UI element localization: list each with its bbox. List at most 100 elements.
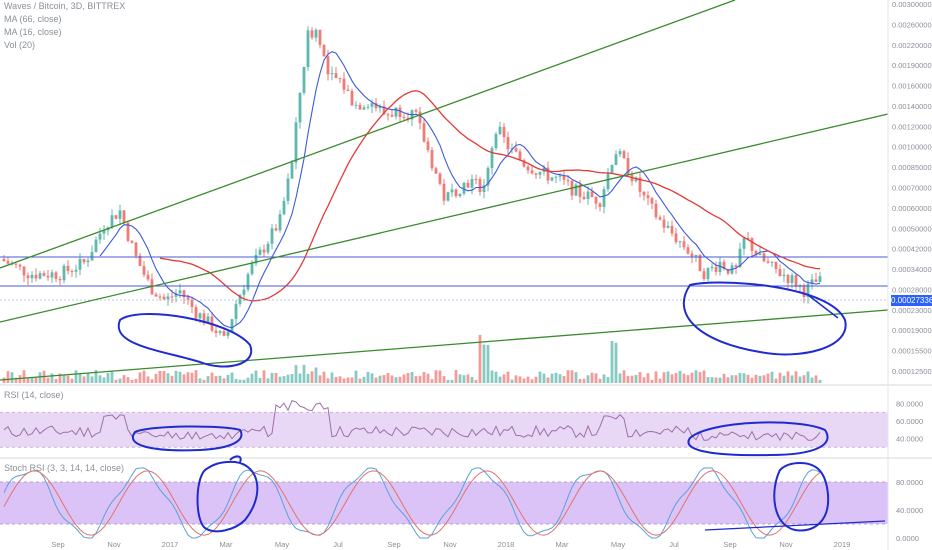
candle-body	[738, 248, 742, 268]
volume-bar	[786, 371, 790, 383]
candle-body	[266, 243, 270, 253]
candle-body	[258, 249, 262, 255]
volume-bar	[450, 379, 454, 383]
candle-body	[578, 184, 582, 197]
volume-bar	[294, 365, 298, 383]
candle-body	[374, 103, 378, 109]
volume-bar	[610, 341, 614, 383]
rsi-band	[0, 412, 888, 448]
candle-body	[526, 166, 530, 171]
volume-bar	[50, 373, 54, 383]
candle-body	[130, 240, 134, 243]
volume-bar	[430, 379, 434, 383]
candle-body	[346, 89, 350, 92]
candle-body	[754, 250, 758, 256]
volume-bar	[654, 371, 658, 383]
volume-bar	[554, 372, 558, 383]
volume-bar	[210, 372, 214, 383]
candle-body	[282, 200, 286, 215]
candle-body	[498, 126, 502, 134]
annotation-circle	[117, 313, 253, 368]
candle-body	[62, 265, 66, 281]
candle-body	[362, 107, 366, 110]
volume-bar	[514, 375, 518, 383]
volume-bar	[286, 374, 290, 383]
candle-body	[90, 251, 94, 261]
candle-body	[782, 274, 786, 276]
price-tick-label: 0.00140000	[892, 102, 932, 111]
rsi-label: RSI (14, close)	[4, 390, 64, 400]
price-tick-label: 0.00085000	[892, 163, 932, 172]
volume-bar	[270, 372, 274, 383]
candle-body	[242, 289, 246, 296]
candle-body	[454, 189, 458, 197]
volume-bar	[494, 371, 498, 383]
volume-bar	[394, 377, 398, 383]
price-pane	[0, 0, 889, 383]
volume-bar	[542, 373, 546, 383]
volume-bar	[634, 374, 638, 383]
candle-body	[218, 331, 222, 333]
volume-bar	[278, 376, 282, 383]
candle-body	[662, 219, 666, 228]
rsi-tick-label: 80.0000	[896, 400, 923, 409]
candle-body	[430, 150, 434, 169]
time-tick-label: Nov	[107, 540, 121, 549]
volume-bar	[26, 378, 30, 383]
volume-bar	[102, 377, 106, 383]
volume-bar	[502, 374, 506, 383]
candle-body	[306, 30, 310, 67]
candle-body	[158, 296, 162, 298]
volume-bar	[582, 378, 586, 383]
candle-body	[758, 253, 762, 256]
candle-body	[390, 114, 394, 117]
stoch-tick-label: 0.0000	[896, 534, 919, 543]
volume-bar	[38, 372, 42, 383]
volume-bar	[782, 375, 786, 383]
volume-bar	[630, 375, 634, 383]
candle-body	[30, 274, 34, 279]
candle-body	[790, 275, 794, 283]
volume-bar	[262, 370, 266, 383]
stoch-d-line	[3, 470, 821, 536]
volume-bar	[314, 367, 318, 383]
price-tick-label: 0.00260000	[892, 20, 932, 29]
volume-bar	[202, 379, 206, 383]
volume-bar	[474, 379, 478, 383]
candle-body	[246, 274, 250, 290]
volume-bar	[358, 378, 362, 383]
volume-bar	[622, 370, 626, 383]
volume-bar	[454, 370, 458, 383]
price-tick-label: 0.00028000	[892, 285, 932, 294]
chart-title: Waves / Bitcoin, 3D, BITTREX	[4, 1, 126, 11]
candle-body	[50, 272, 54, 278]
volume-bar	[374, 377, 378, 383]
trend-line	[0, 0, 736, 269]
volume-bar	[762, 375, 766, 383]
volume-bar	[602, 374, 606, 383]
volume-bar	[166, 373, 170, 383]
volume-bar	[130, 379, 134, 383]
price-tick-label: 0.00015500	[892, 347, 932, 356]
rsi-tick-label: 60.0000	[896, 417, 923, 426]
candle-body	[686, 247, 690, 254]
candle-body	[778, 269, 782, 276]
time-tick-label: Sep	[387, 540, 400, 549]
candle-body	[174, 293, 178, 297]
candle-body	[726, 269, 730, 274]
candle-body	[254, 254, 258, 264]
candle-body	[530, 170, 534, 174]
volume-bar	[710, 377, 714, 383]
candle-body	[522, 160, 526, 167]
volume-bar	[206, 376, 210, 383]
candle-body	[818, 276, 822, 282]
time-tick-label: Sep	[723, 540, 736, 549]
annotation-hook	[229, 455, 242, 463]
candle-body	[646, 195, 650, 199]
time-tick-label: Mar	[220, 540, 233, 549]
price-tick-label: 0.00050000	[892, 224, 932, 233]
volume-bar	[714, 377, 718, 383]
candle-body	[786, 274, 790, 283]
candle-body	[278, 214, 282, 231]
